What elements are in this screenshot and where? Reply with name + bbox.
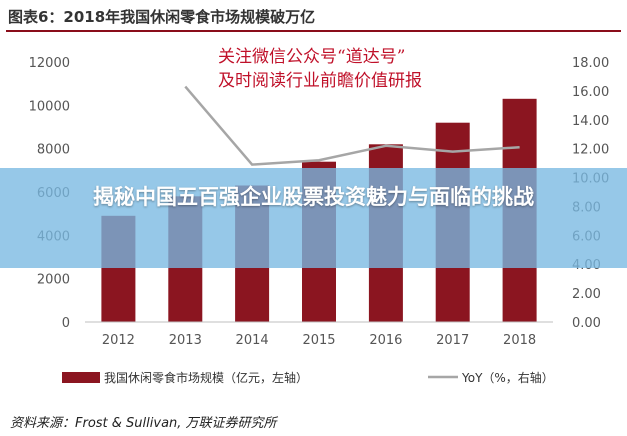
annotation-line-1: 关注微信公众号“道达号”	[218, 47, 405, 67]
left-tick-label: 12000	[29, 56, 70, 71]
legend-bar-swatch	[62, 372, 100, 383]
x-tick-label: 2017	[436, 333, 469, 348]
right-tick-label: 2.00	[572, 287, 601, 302]
wechat-annotation: 关注微信公众号“道达号” 及时阅读行业前瞻价值研报	[218, 47, 422, 91]
right-tick-label: 14.00	[572, 114, 609, 129]
headline-banner: 揭秘中国五百强企业股票投资魅力与面临的挑战	[0, 168, 627, 268]
right-tick-label: 16.00	[572, 85, 609, 100]
legend-line-label: YoY（%，右轴）	[461, 370, 554, 385]
x-tick-label: 2016	[369, 333, 402, 348]
x-tick-label: 2018	[503, 333, 536, 348]
left-tick-label: 0	[62, 316, 70, 331]
source-note: 资料来源：Frost & Sullivan, 万联证券研究所	[10, 416, 277, 431]
x-tick-label: 2014	[236, 333, 269, 348]
yoy-line	[184, 85, 520, 166]
left-tick-label: 8000	[37, 143, 70, 158]
right-tick-label: 0.00	[572, 316, 601, 331]
x-tick-label: 2013	[169, 333, 202, 348]
yoy-line-series	[184, 85, 520, 166]
title-divider	[6, 30, 621, 32]
x-tick-label: 2012	[102, 333, 135, 348]
legend-bar-label: 我国休闲零食市场规模（亿元，左轴）	[104, 370, 308, 385]
legend: 我国休闲零食市场规模（亿元，左轴） YoY（%，右轴）	[62, 370, 554, 385]
left-tick-label: 2000	[37, 273, 70, 288]
x-axis: 2012 2013 2014 2015 2016 2017 2018	[85, 321, 553, 348]
left-tick-label: 10000	[29, 99, 70, 114]
figure-title: 图表6：2018年我国休闲零食市场规模破万亿	[8, 8, 316, 26]
headline-banner-text: 揭秘中国五百强企业股票投资魅力与面临的挑战	[93, 185, 534, 209]
annotation-line-2: 及时阅读行业前瞻价值研报	[218, 71, 422, 91]
right-tick-label: 18.00	[572, 56, 609, 71]
x-tick-label: 2015	[302, 333, 335, 348]
right-tick-label: 12.00	[572, 143, 609, 158]
